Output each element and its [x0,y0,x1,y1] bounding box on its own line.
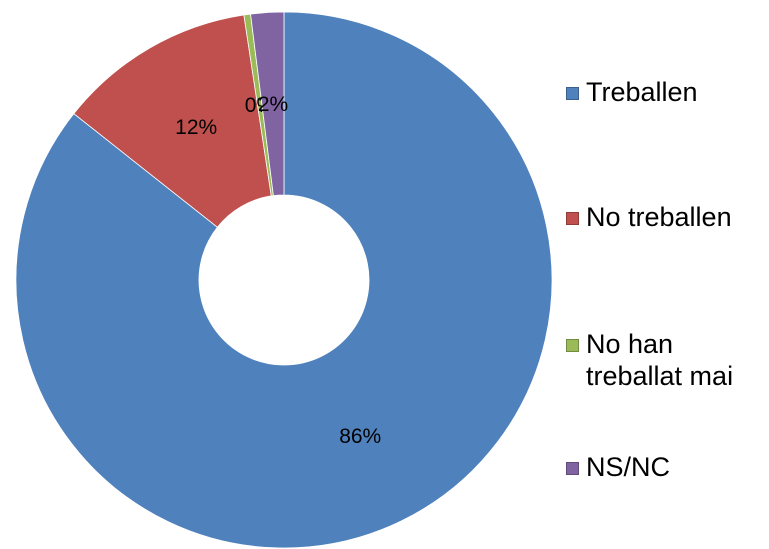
legend-entry: Treballen [566,76,766,108]
legend-swatch [566,462,579,475]
legend-swatch [566,212,579,225]
donut-slice [73,14,272,228]
legend-label: No han treballat mai [586,329,734,391]
donut-slice [15,11,553,549]
legend-label: Treballen [586,77,698,107]
legend-entry: No han treballat mai [566,328,766,392]
chart: 86%12%0%2% [15,11,553,549]
legend-label: NS/NC [586,452,671,482]
data-label: 2% [258,93,288,116]
data-label: 12% [175,116,217,139]
legend-entry: NS/NC [566,451,766,483]
legend-entry: No treballen [566,201,766,233]
data-label: 86% [339,425,381,448]
legend-swatch [566,339,579,352]
donut-slice [250,11,285,197]
legend-swatch [566,87,579,100]
legend-label: No treballen [586,202,732,232]
